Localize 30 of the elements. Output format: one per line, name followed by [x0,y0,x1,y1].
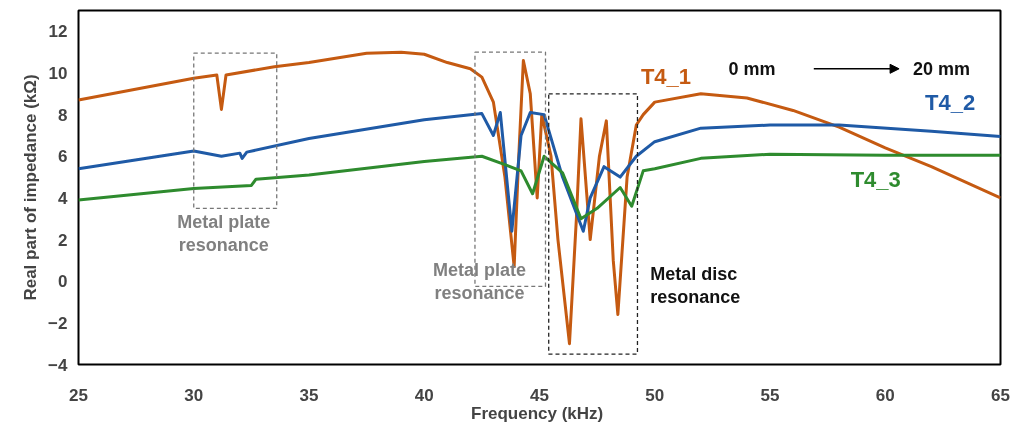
line-series [78,50,1001,346]
annotation: Metal disc resonance [650,263,741,307]
x-tick-label: 30 [184,385,204,405]
x-tick-label: 55 [760,385,780,405]
y-tick-label: 0 [58,272,68,292]
x-tick-label: 50 [645,385,665,405]
x-tick-label: 25 [69,385,88,405]
series-label: T4_1 [640,63,692,89]
y-tick-label: −2 [48,313,68,333]
x-tick-label: 45 [530,385,549,405]
y-tick-label: 6 [58,147,68,167]
annotation: Metal plate resonance [177,211,271,255]
series-label: T4_3 [850,166,901,192]
y-tick-label: 10 [48,63,68,83]
x-tick-label: 35 [299,385,319,405]
annotation: 0 mm [728,58,776,79]
y-tick-label: 8 [58,105,68,125]
series-label: T4_2 [925,89,976,115]
y-tick-label: 12 [48,22,68,42]
x-tick-label: 65 [991,385,1010,405]
line-series [78,111,1001,233]
annotation: Metal plate resonance [433,259,527,303]
x-tick-label: 40 [414,385,434,405]
y-tick-label: 2 [58,230,68,250]
y-tick-label: −4 [48,355,69,375]
x-axis-title: Frequency (kHz) [471,403,604,423]
y-axis-title: Real part of impedance (kΩ) [21,74,41,301]
x-tick-label: 60 [875,385,895,405]
annotation: 20 mm [912,58,970,79]
y-tick-label: 4 [58,188,69,208]
